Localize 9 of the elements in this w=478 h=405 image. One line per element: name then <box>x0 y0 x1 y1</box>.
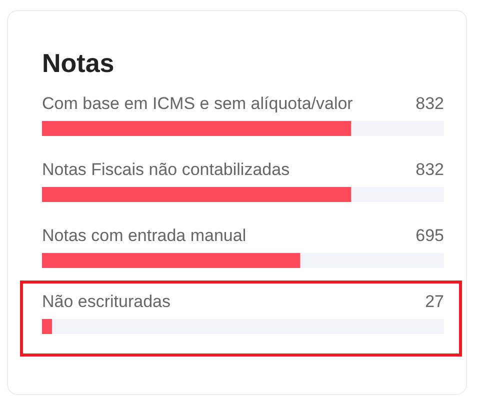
data-label: 27 <box>425 292 444 311</box>
y-tick-label: Não escrituradas <box>42 292 171 311</box>
y-tick-label: Notas Fiscais não contabilizadas <box>42 160 290 179</box>
data-label: 832 <box>416 160 444 179</box>
data-label: 832 <box>416 94 444 113</box>
chart-title: Notas <box>42 48 114 78</box>
y-tick-label: Com base em ICMS e sem alíquota/valor <box>42 94 354 113</box>
y-tick-label: Notas com entrada manual <box>42 226 246 245</box>
data-label: 695 <box>416 226 444 245</box>
